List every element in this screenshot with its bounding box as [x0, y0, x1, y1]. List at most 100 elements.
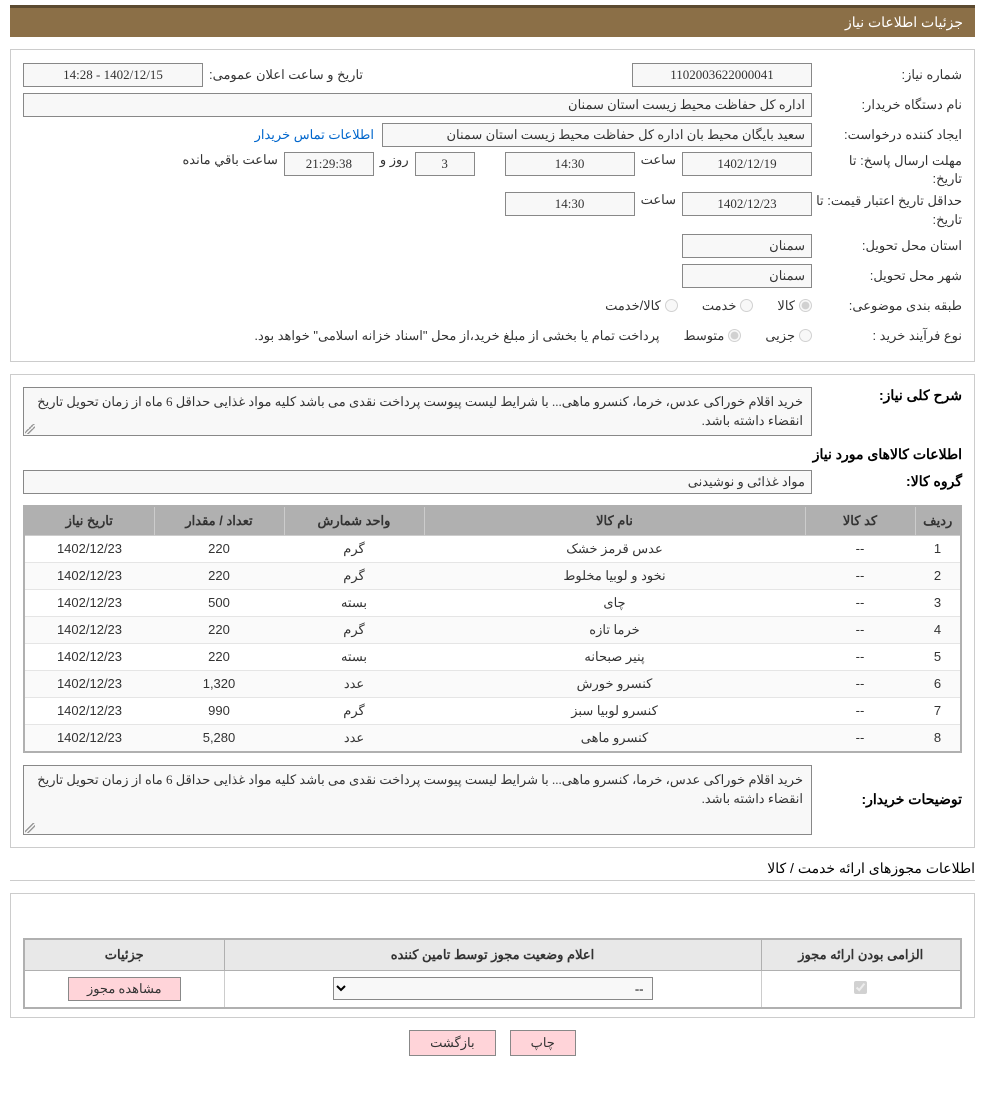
- time-label-2: ساعت: [635, 192, 682, 208]
- cell-name: پنیر صبحانه: [424, 643, 805, 670]
- radio-goods[interactable]: کالا: [777, 298, 812, 314]
- cell-date: 1402/12/23: [24, 535, 154, 562]
- cell-unit: گرم: [284, 562, 424, 589]
- delivery-city-label: شهر محل تحویل:: [812, 268, 962, 284]
- table-row: 5--پنیر صبحانهبسته2201402/12/23: [24, 643, 961, 670]
- resize-handle-icon[interactable]: [25, 823, 35, 833]
- permit-status-select[interactable]: --: [333, 977, 653, 1000]
- need-number-value: 1102003622000041: [632, 63, 812, 87]
- cell-n: 1: [915, 535, 961, 562]
- table-row: 2--نخود و لوبیا مخلوطگرم2201402/12/23: [24, 562, 961, 589]
- cell-name: عدس قرمز خشک: [424, 535, 805, 562]
- cell-code: --: [805, 589, 915, 616]
- cell-code: --: [805, 670, 915, 697]
- cell-qty: 220: [154, 562, 284, 589]
- overview-textbox: خرید اقلام خوراکی عدس، خرما، کنسرو ماهی.…: [23, 387, 812, 436]
- permit-row: -- مشاهده مجوز: [24, 970, 961, 1008]
- cell-unit: عدد: [284, 724, 424, 752]
- cell-qty: 500: [154, 589, 284, 616]
- resize-handle-icon[interactable]: [25, 424, 35, 434]
- cell-n: 2: [915, 562, 961, 589]
- reply-time-value: 14:30: [505, 152, 635, 176]
- cell-date: 1402/12/23: [24, 670, 154, 697]
- cell-qty: 220: [154, 643, 284, 670]
- th-mandatory: الزامی بودن ارائه مجوز: [761, 939, 961, 971]
- buyer-notes-textbox: خرید اقلام خوراکی عدس، خرما، کنسرو ماهی.…: [23, 765, 812, 835]
- radio-medium[interactable]: متوسط: [683, 328, 741, 344]
- table-row: 7--کنسرو لوبیا سبزگرم9901402/12/23: [24, 697, 961, 724]
- radio-goods-service[interactable]: کالا/خدمت: [605, 298, 678, 314]
- cell-date: 1402/12/23: [24, 724, 154, 752]
- mandatory-checkbox: [854, 981, 867, 994]
- cell-name: خرما تازه: [424, 616, 805, 643]
- cell-code: --: [805, 643, 915, 670]
- footer-buttons: چاپ بازگشت: [10, 1018, 975, 1068]
- countdown-value: 21:29:38: [284, 152, 374, 176]
- buyer-org-label: نام دستگاه خریدار:: [812, 97, 962, 113]
- cell-unit: گرم: [284, 535, 424, 562]
- cell-qty: 220: [154, 535, 284, 562]
- th-details: جزئیات: [24, 939, 224, 971]
- group-label: گروه کالا:: [812, 473, 962, 490]
- delivery-prov-label: استان محل تحویل:: [812, 238, 962, 254]
- remaining-label: ساعت باقي مانده: [176, 152, 283, 168]
- th-qty: تعداد / مقدار: [154, 506, 284, 536]
- table-row: 3--چایبسته5001402/12/23: [24, 589, 961, 616]
- radio-service[interactable]: خدمت: [702, 298, 754, 314]
- cell-name: چای: [424, 589, 805, 616]
- items-table: ردیف کد کالا نام کالا واحد شمارش تعداد /…: [23, 505, 962, 753]
- permits-table: الزامی بودن ارائه مجوز اعلام وضعیت مجوز …: [23, 938, 962, 1009]
- days-value: 3: [415, 152, 475, 176]
- back-button[interactable]: بازگشت: [409, 1030, 495, 1056]
- cell-code: --: [805, 535, 915, 562]
- cell-name: کنسرو خورش: [424, 670, 805, 697]
- group-value: مواد غذائی و نوشیدنی: [23, 470, 812, 494]
- validity-label: حداقل تاریخ اعتبار قیمت: تا تاریخ:: [812, 192, 962, 228]
- permits-panel: الزامی بودن ارائه مجوز اعلام وضعیت مجوز …: [10, 893, 975, 1018]
- cell-qty: 220: [154, 616, 284, 643]
- th-name: نام کالا: [424, 506, 805, 536]
- th-row: ردیف: [915, 506, 961, 536]
- cell-unit: گرم: [284, 697, 424, 724]
- validity-date-value: 1402/12/23: [682, 192, 812, 216]
- print-button[interactable]: چاپ: [510, 1030, 576, 1056]
- cell-code: --: [805, 697, 915, 724]
- delivery-prov-value: سمنان: [682, 234, 812, 258]
- th-unit: واحد شمارش: [284, 506, 424, 536]
- delivery-city-value: سمنان: [682, 264, 812, 288]
- cell-qty: 5,280: [154, 724, 284, 752]
- cell-unit: بسته: [284, 643, 424, 670]
- cell-date: 1402/12/23: [24, 643, 154, 670]
- cell-name: نخود و لوبیا مخلوط: [424, 562, 805, 589]
- cell-qty: 1,320: [154, 670, 284, 697]
- reply-deadline-label: مهلت ارسال پاسخ: تا تاریخ:: [812, 152, 962, 188]
- cell-code: --: [805, 562, 915, 589]
- panel-header: جزئیات اطلاعات نیاز: [10, 5, 975, 37]
- view-permit-button[interactable]: مشاهده مجوز: [68, 977, 181, 1001]
- requester-value: سعید بایگان محیط بان اداره کل حفاظت محیط…: [382, 123, 812, 147]
- overview-label: شرح کلی نیاز:: [812, 387, 962, 404]
- need-number-label: شماره نیاز:: [812, 67, 962, 83]
- cell-qty: 990: [154, 697, 284, 724]
- process-note: پرداخت تمام یا بخشی از مبلغ خرید،از محل …: [248, 328, 665, 344]
- buyer-notes-label: توضیحات خریدار:: [812, 791, 962, 808]
- need-info-panel: شماره نیاز: 1102003622000041 تاریخ و ساع…: [10, 49, 975, 362]
- permits-section-title: اطلاعات مجوزهای ارائه خدمت / کالا: [10, 860, 975, 881]
- buyer-contact-link[interactable]: اطلاعات تماس خریدار: [255, 127, 382, 143]
- days-label: روز و: [374, 152, 415, 168]
- cell-n: 5: [915, 643, 961, 670]
- cell-unit: بسته: [284, 589, 424, 616]
- announce-value: 1402/12/15 - 14:28: [23, 63, 203, 87]
- th-code: کد کالا: [805, 506, 915, 536]
- radio-partial[interactable]: جزیی: [765, 328, 812, 344]
- th-status: اعلام وضعیت مجوز توسط تامین کننده: [224, 939, 761, 971]
- cell-unit: گرم: [284, 616, 424, 643]
- cell-n: 7: [915, 697, 961, 724]
- th-date: تاریخ نیاز: [24, 506, 154, 536]
- classification-label: طبقه بندی موضوعی:: [812, 298, 962, 314]
- cell-date: 1402/12/23: [24, 589, 154, 616]
- process-label: نوع فرآیند خرید :: [812, 328, 962, 344]
- cell-code: --: [805, 616, 915, 643]
- cell-name: کنسرو لوبیا سبز: [424, 697, 805, 724]
- announce-label: تاریخ و ساعت اعلان عمومی:: [203, 67, 369, 83]
